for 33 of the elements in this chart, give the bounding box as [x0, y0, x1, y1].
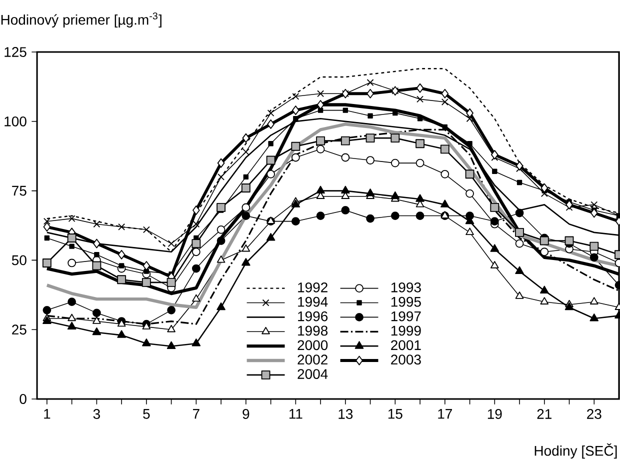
- x-tick-label: 19: [488, 409, 502, 419]
- x-tick-label: 23: [587, 409, 602, 419]
- y-tick-label: 125: [4, 47, 26, 57]
- legend-label: 1993: [391, 282, 421, 292]
- legend-label: 1999: [391, 326, 421, 336]
- legend-label: 1994: [298, 296, 328, 307]
- legend-label: 1997: [391, 311, 421, 322]
- x-tick-label: 15: [388, 409, 402, 419]
- legend-label: 2002: [298, 354, 328, 365]
- x-axis-title: Hodiny [SEČ]: [534, 443, 617, 459]
- x-tick-label: 7: [193, 409, 200, 419]
- y-tick-label: 75: [12, 186, 26, 196]
- legend-label: 1998: [298, 326, 328, 336]
- y-tick-label: 0: [20, 394, 26, 404]
- legend-label: 1995: [391, 296, 421, 307]
- y-axis-title: Hodinový priemer [µg.m$^{-3}$]: [1, 12, 162, 28]
- x-tick-label: 11: [289, 409, 302, 419]
- legend-label: 1992: [298, 282, 328, 292]
- x-tick-label: 1: [44, 409, 50, 419]
- y-tick-label: 25: [12, 324, 26, 335]
- y-tick-label: 100: [4, 116, 26, 126]
- legend-label: 2000: [298, 340, 328, 350]
- x-tick-label: 5: [143, 409, 150, 419]
- legend-label: 1996: [298, 311, 328, 322]
- x-tick-label: 17: [438, 409, 452, 419]
- legend-label: 2003: [391, 354, 421, 365]
- y-tick-label: 50: [12, 255, 26, 266]
- x-tick-label: 13: [338, 409, 353, 419]
- x-tick-label: 21: [537, 409, 552, 419]
- legend-label: 2001: [391, 340, 421, 350]
- legend-label: 2004: [298, 369, 328, 380]
- x-tick-label: 9: [242, 409, 250, 419]
- x-tick-label: 3: [93, 409, 100, 419]
